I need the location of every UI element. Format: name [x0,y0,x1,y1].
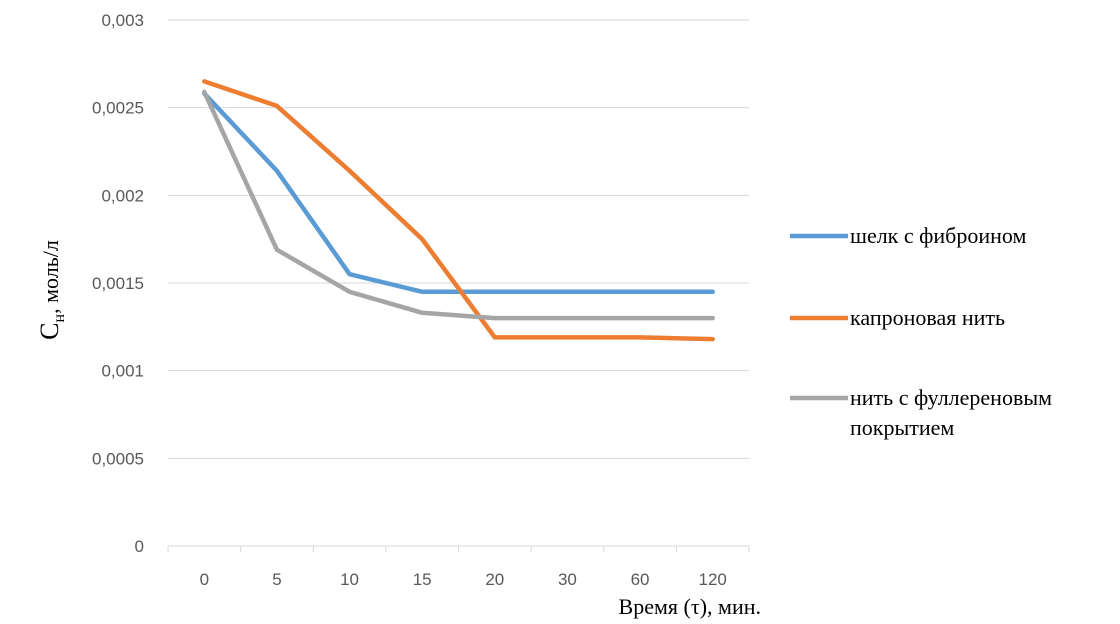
y-axis-title-rest: , моль/л [38,240,63,314]
y-axis-title-subscript: н [51,313,68,322]
x-axis-title: Время (τ), мин. [619,594,761,619]
series-line-1 [202,91,715,295]
y-tick-label: 0 [135,537,144,556]
gridlines [168,19,749,459]
x-tick-label: 0 [200,570,209,589]
y-tick-label: 0,002 [101,186,144,205]
legend-label: капроновая нить [850,305,1005,330]
x-tick-label: 20 [485,570,504,589]
series-line-3 [202,89,715,321]
y-tick-label: 0,0015 [92,274,144,293]
y-axis-tick-labels: 0 0,0005 0,001 0,0015 0,002 0,0025 0,003 [92,11,144,556]
y-tick-label: 0,0025 [92,99,144,118]
legend-label: нить с фуллереновым [850,385,1052,410]
y-axis-title: Сн, моль/л [35,240,68,340]
x-tick-label: 60 [631,570,650,589]
y-axis-title-main: С [35,322,64,339]
y-tick-label: 0,003 [101,11,144,30]
legend-label: шелк с фиброином [850,223,1026,248]
y-tick-label: 0,001 [101,362,144,381]
x-tick-label: 10 [340,570,359,589]
y-tick-label: 0,0005 [92,449,144,468]
series-lines [202,79,715,342]
legend: шелк с фиброином капроновая нить нить с фу… [790,223,1052,440]
x-tick-label: 15 [413,570,432,589]
x-axis-tick-labels: 0 5 10 15 20 30 60 120 [200,570,727,589]
x-axis [167,545,750,552]
x-tick-label: 5 [272,570,281,589]
series-line-2 [202,79,715,342]
x-tick-label: 120 [699,570,727,589]
legend-label: покрытием [850,415,954,440]
x-tick-label: 30 [558,570,577,589]
